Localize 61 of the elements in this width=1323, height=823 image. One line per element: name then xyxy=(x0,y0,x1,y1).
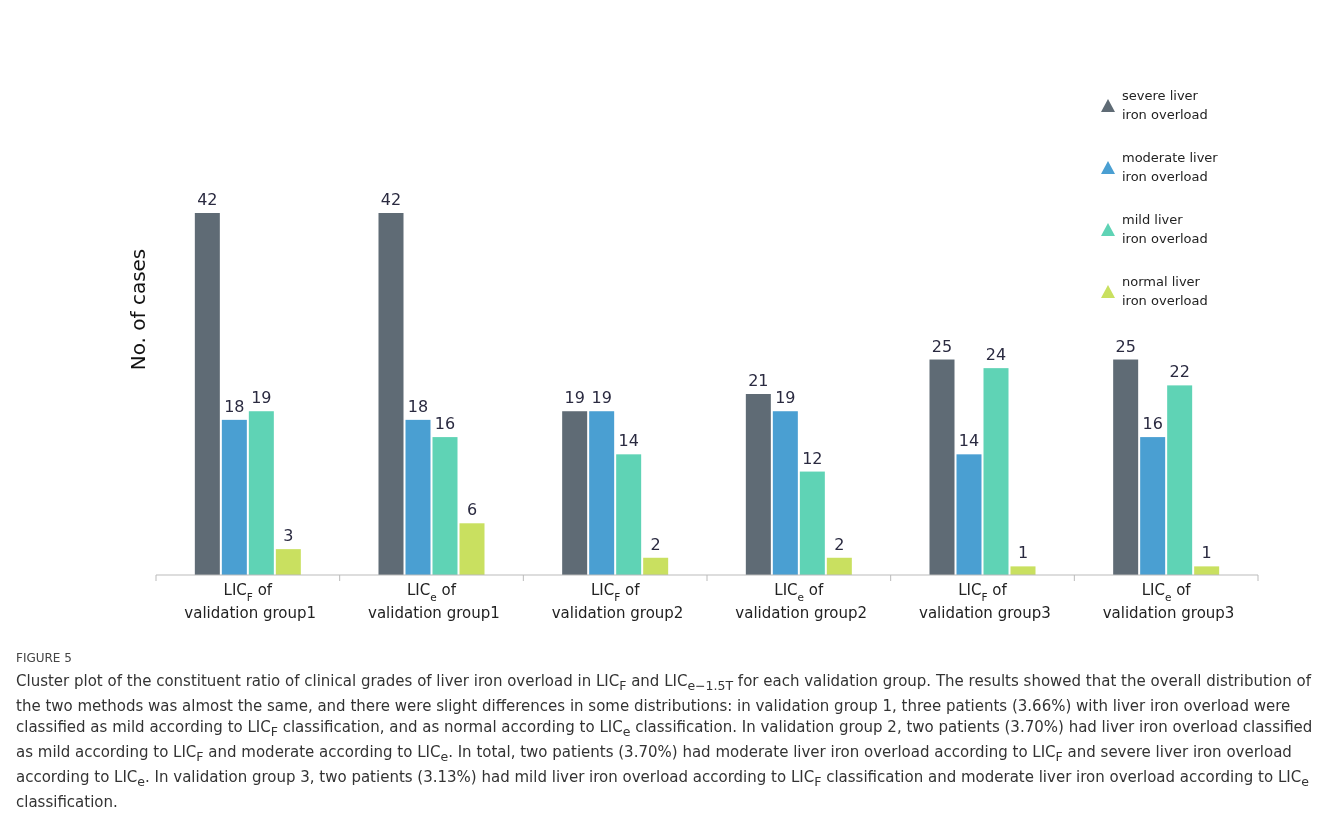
bar xyxy=(589,411,615,575)
data-label: 1 xyxy=(1017,543,1029,563)
bar xyxy=(956,454,982,575)
text: FIGURE 5 xyxy=(16,650,73,667)
bar xyxy=(799,471,825,575)
legend-label: mild liver iron overload xyxy=(1122,212,1208,246)
bar xyxy=(432,437,458,575)
text: Cluster plot of the constituent ratio of clinical grades of liver iron overload in LIC$_{F}$ and LIC$_{e−1.5T}$ for each validation group. The results showed that the overall distribution of the two methods was almost the same, and there were slight differences in some distributions: in validation group 1, three patients (3.66%) with liver iron overload were classified as mild according to LIC$_{F}$ classification, and as normal according to LIC$_{e}$ classification. In validation group 2, two patients (3.70%) had liver iron overload classified as mild according to LIC$_{F}$ and moderate according to LIC$_{e}$. In total, two patients (3.70%) had moderate liver iron overload according to LIC$_{F}$ and severe liver iron overload according to LIC$_{e}$. In validation group 3, two patients (3.13%) had mild liver iron overload according to LIC$_{F}$ classification and moderate liver iron overload according to LIC$_{e}$ classification. xyxy=(16,672,1313,811)
data-label: 6 xyxy=(466,500,478,520)
bar xyxy=(1010,566,1036,575)
data-label: 14 xyxy=(618,431,639,451)
bar xyxy=(983,368,1009,575)
data-label: 18 xyxy=(224,396,245,416)
y-axis-title: No. of cases xyxy=(126,248,150,371)
bar xyxy=(1113,359,1139,575)
bar xyxy=(275,549,301,575)
bar xyxy=(1194,566,1220,575)
bar xyxy=(459,523,485,575)
bar xyxy=(1140,437,1166,575)
bar xyxy=(745,394,771,575)
bar xyxy=(772,411,798,575)
data-label: 21 xyxy=(748,371,769,390)
data-label: 1 xyxy=(1201,543,1212,563)
x-tick-label: LIC$_{e}$ of validation group1 xyxy=(363,581,500,622)
bar xyxy=(643,557,669,575)
x-tick-label: LIC$_{F}$ of validation group2 xyxy=(546,581,684,622)
data-label: 16 xyxy=(1142,414,1163,434)
data-label: 25 xyxy=(1115,336,1136,356)
bar xyxy=(248,411,274,575)
bar xyxy=(826,557,852,575)
data-label: 25 xyxy=(931,336,953,356)
bar xyxy=(405,419,431,575)
x-tick-label: LIC$_{e}$ of validation group2 xyxy=(730,581,868,622)
bar xyxy=(221,419,247,575)
x-tick-label: LIC$_{F}$ of validation group3 xyxy=(914,581,1051,622)
x-tick-label: LIC$_{e}$ of validation group3 xyxy=(1097,581,1235,622)
data-label: 24 xyxy=(985,345,1007,365)
data-label: 3 xyxy=(283,526,294,546)
data-label: 42 xyxy=(197,190,218,209)
bar xyxy=(378,213,404,575)
data-label: 2 xyxy=(834,534,845,554)
bar xyxy=(1167,385,1193,575)
legend-label: normal liver iron overload xyxy=(1122,274,1208,308)
data-label: 19 xyxy=(591,388,612,408)
data-label: 19 xyxy=(564,388,585,408)
data-label: 19 xyxy=(775,388,796,408)
bar xyxy=(562,411,588,575)
bar xyxy=(616,454,642,575)
data-label: 42 xyxy=(380,190,402,209)
data-label: 22 xyxy=(1169,362,1190,382)
x-tick-label: LIC$_{F}$ of validation group1 xyxy=(179,581,317,622)
data-label: 14 xyxy=(958,431,980,451)
legend-label: severe liver iron overload xyxy=(1122,88,1208,122)
bar xyxy=(194,213,220,575)
data-label: 18 xyxy=(407,396,429,416)
data-label: 12 xyxy=(802,448,823,468)
data-label: 2 xyxy=(650,534,661,554)
bar xyxy=(929,359,955,575)
data-label: 16 xyxy=(434,414,456,434)
data-label: 19 xyxy=(251,388,272,408)
legend-label: moderate liver iron overload xyxy=(1122,150,1219,184)
